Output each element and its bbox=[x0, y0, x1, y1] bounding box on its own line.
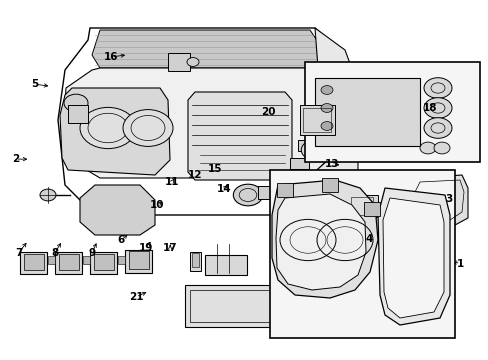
Bar bbox=[399, 200, 415, 218]
Bar bbox=[94, 254, 113, 270]
Circle shape bbox=[423, 118, 451, 138]
Circle shape bbox=[320, 104, 332, 112]
Text: 19: 19 bbox=[138, 243, 153, 253]
Text: 16: 16 bbox=[104, 52, 119, 62]
Circle shape bbox=[233, 184, 262, 206]
Bar bbox=[192, 253, 199, 267]
Circle shape bbox=[301, 140, 328, 160]
Circle shape bbox=[433, 142, 449, 154]
Bar bbox=[190, 290, 269, 322]
Bar bbox=[190, 252, 201, 271]
Bar bbox=[68, 105, 88, 123]
Bar bbox=[305, 62, 479, 162]
Bar bbox=[24, 254, 43, 270]
Text: 9: 9 bbox=[88, 248, 95, 258]
Bar bbox=[168, 53, 190, 71]
Polygon shape bbox=[411, 175, 467, 225]
Bar bbox=[204, 255, 246, 275]
Circle shape bbox=[123, 109, 173, 147]
Bar bbox=[83, 256, 90, 264]
Bar bbox=[118, 256, 125, 264]
Polygon shape bbox=[377, 188, 449, 325]
Bar bbox=[48, 256, 55, 264]
Polygon shape bbox=[382, 198, 443, 318]
Polygon shape bbox=[271, 180, 377, 298]
Text: 3: 3 bbox=[445, 194, 451, 204]
Bar bbox=[302, 110, 326, 124]
Bar bbox=[303, 108, 330, 132]
Text: 8: 8 bbox=[51, 248, 58, 258]
Bar bbox=[20, 252, 47, 274]
Bar bbox=[347, 195, 377, 217]
Text: 20: 20 bbox=[260, 107, 275, 117]
Bar bbox=[321, 178, 337, 192]
Circle shape bbox=[423, 98, 451, 118]
Polygon shape bbox=[305, 28, 357, 215]
Bar bbox=[289, 158, 308, 169]
Bar bbox=[299, 105, 334, 135]
Polygon shape bbox=[275, 194, 365, 290]
Bar bbox=[55, 252, 81, 274]
Text: 7: 7 bbox=[15, 248, 22, 258]
Bar bbox=[59, 254, 79, 270]
Bar bbox=[276, 183, 292, 197]
Bar bbox=[129, 251, 148, 269]
Polygon shape bbox=[80, 185, 155, 235]
Circle shape bbox=[419, 142, 435, 154]
Bar bbox=[269, 170, 454, 338]
Circle shape bbox=[64, 94, 88, 112]
Bar bbox=[125, 249, 152, 273]
Text: 12: 12 bbox=[187, 170, 202, 180]
Circle shape bbox=[423, 78, 451, 98]
Text: 17: 17 bbox=[163, 243, 177, 253]
Text: 15: 15 bbox=[207, 164, 222, 174]
Text: 18: 18 bbox=[422, 103, 437, 113]
Bar bbox=[184, 285, 274, 327]
Circle shape bbox=[320, 122, 332, 130]
Circle shape bbox=[80, 107, 136, 149]
Text: 4: 4 bbox=[365, 234, 373, 244]
Bar bbox=[350, 197, 372, 215]
Circle shape bbox=[320, 86, 332, 94]
Text: 13: 13 bbox=[325, 159, 339, 169]
Bar bbox=[314, 78, 419, 146]
Text: 1: 1 bbox=[456, 258, 463, 269]
Text: 21: 21 bbox=[128, 292, 143, 302]
Bar bbox=[258, 186, 276, 199]
Text: 10: 10 bbox=[150, 200, 164, 210]
Circle shape bbox=[186, 58, 199, 66]
Text: 2: 2 bbox=[12, 154, 19, 164]
Text: 14: 14 bbox=[216, 184, 231, 194]
Text: 5: 5 bbox=[32, 79, 39, 89]
Bar bbox=[363, 202, 379, 216]
Bar bbox=[297, 140, 316, 151]
Polygon shape bbox=[64, 68, 343, 178]
Polygon shape bbox=[92, 30, 317, 68]
Text: 6: 6 bbox=[118, 235, 124, 246]
Circle shape bbox=[40, 189, 56, 201]
Polygon shape bbox=[60, 88, 170, 175]
Polygon shape bbox=[187, 92, 291, 180]
Bar bbox=[90, 252, 117, 274]
Text: 11: 11 bbox=[164, 177, 179, 187]
